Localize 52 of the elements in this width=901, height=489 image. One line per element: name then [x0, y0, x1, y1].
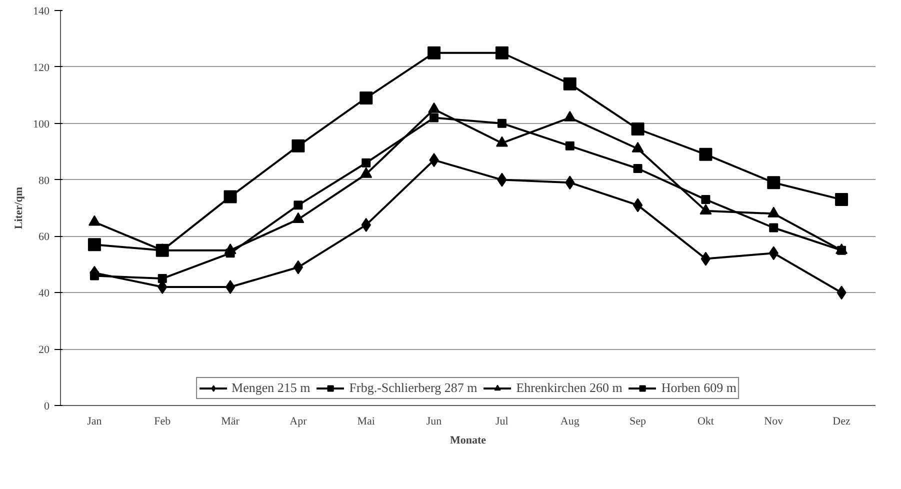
- point: [565, 141, 574, 150]
- point: [225, 280, 236, 294]
- x-tick-label: Mai: [357, 416, 375, 428]
- point: [835, 193, 848, 206]
- point: [633, 164, 642, 173]
- point: [360, 91, 373, 104]
- point: [90, 271, 99, 280]
- x-tick-label: Jan: [87, 416, 102, 428]
- legend-label: Frbg.-Schlierberg 287 m: [349, 380, 478, 396]
- point: [767, 176, 780, 190]
- point: [88, 238, 101, 252]
- x-tick-label: Nov: [764, 416, 784, 428]
- y-tick-label: 100: [33, 118, 50, 130]
- point: [292, 139, 305, 152]
- y-tick-label: 20: [38, 344, 50, 356]
- x-tick-label: Jul: [496, 416, 508, 428]
- legend-label: Mengen 215 m: [232, 380, 310, 396]
- y-tick-label: 0: [44, 400, 50, 412]
- y-tick-label: 40: [38, 288, 50, 300]
- point: [224, 190, 237, 204]
- point: [362, 158, 371, 168]
- point: [428, 46, 441, 60]
- legend-label: Horben 609 m: [661, 380, 736, 396]
- point: [293, 260, 304, 274]
- x-tick-label: Mär: [221, 416, 240, 428]
- x-tick-label: Sep: [630, 416, 647, 428]
- point: [563, 77, 576, 90]
- point: [769, 223, 778, 232]
- point: [158, 274, 167, 284]
- x-tick-label: Feb: [154, 416, 172, 428]
- point: [699, 148, 712, 161]
- x-tick-label: Jun: [426, 416, 442, 428]
- point: [700, 252, 711, 266]
- legend-label: Ehrenkirchen 260 m: [516, 380, 622, 396]
- point: [497, 118, 506, 128]
- x-tick-label: Dez: [832, 416, 851, 428]
- point: [701, 195, 710, 204]
- y-tick-label: 140: [33, 6, 50, 18]
- x-axis-title: Monate: [450, 434, 486, 446]
- y-tick-label: 60: [38, 231, 50, 244]
- x-tick-label: Okt: [697, 416, 714, 428]
- x-tick-label: Apr: [290, 416, 308, 428]
- y-tick-label: 80: [38, 174, 50, 187]
- point: [631, 122, 644, 136]
- point: [294, 200, 303, 210]
- y-tick-label: 120: [33, 62, 50, 74]
- point: [495, 46, 508, 60]
- point: [430, 113, 439, 122]
- x-tick-label: Aug: [560, 416, 580, 428]
- point: [156, 244, 169, 257]
- y-axis-title: Liter/qm: [13, 186, 25, 230]
- point: [632, 198, 643, 212]
